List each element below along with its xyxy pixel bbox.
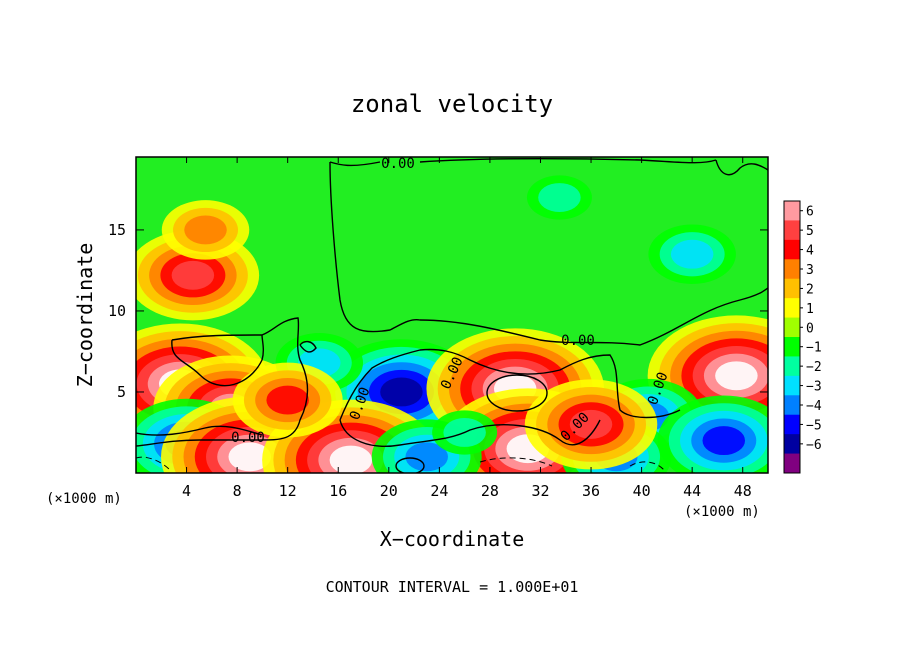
contour-label: 0.00	[561, 333, 595, 349]
colorbar-tick-label: 0	[806, 321, 814, 336]
contour-interval-note: CONTOUR INTERVAL = 1.000E+01	[326, 578, 579, 596]
x-axis-label: X−coordinate	[380, 527, 525, 551]
field-region	[380, 377, 423, 407]
velocity-field	[136, 175, 768, 473]
field-region	[538, 183, 581, 212]
field-region	[171, 260, 215, 290]
x-tick-label: 16	[329, 482, 347, 500]
x-tick-label: 4	[182, 482, 191, 500]
x-axis: 4 8 12 16 20 24 28 32 36 40 44 48	[182, 157, 752, 500]
colorbar-swatch	[784, 298, 800, 319]
x-tick-label: 28	[481, 482, 499, 500]
y-tick-label: 10	[108, 302, 126, 320]
colorbar-tick-label: 1	[806, 302, 814, 317]
x-tick-label: 32	[531, 482, 549, 500]
x-tick-label: 36	[582, 482, 600, 500]
field-region	[670, 239, 714, 269]
colorbar-swatch	[784, 434, 800, 455]
colorbar-swatch	[784, 278, 800, 299]
x-tick-label: 20	[380, 482, 398, 500]
x-tick-label: 44	[683, 482, 701, 500]
x-tick-label: 48	[734, 482, 752, 500]
field-region	[184, 215, 227, 245]
field-region	[329, 445, 373, 473]
y-axis: 5 10 15	[108, 221, 768, 401]
chart-title: zonal velocity	[351, 90, 553, 118]
colorbar-tick-label: 4	[806, 244, 814, 259]
plot-frame	[135, 156, 769, 474]
colorbar-tick-label: 3	[806, 263, 814, 278]
field-region	[715, 361, 758, 391]
field-region	[405, 442, 448, 472]
x-tick-label: 12	[279, 482, 297, 500]
colorbar-tick-label: 5	[806, 224, 814, 239]
colorbar-swatch	[784, 220, 800, 241]
colorbar-swatch	[784, 239, 800, 260]
colorbar-tick-label: 6	[806, 205, 814, 220]
colorbar-swatch	[784, 395, 800, 416]
y-axis-label: Z−coordinate	[73, 243, 97, 388]
colorbar-swatch	[784, 414, 800, 435]
contour-label: 0.00	[381, 156, 415, 172]
field-region	[266, 385, 309, 415]
colorbar-frame	[783, 200, 801, 474]
colorbar-tick-label: −1	[806, 341, 822, 356]
colorbar-tick-label: 2	[806, 282, 814, 297]
x-tick-label: 24	[430, 482, 448, 500]
colorbar-swatch	[784, 317, 800, 338]
colorbar-swatch	[784, 356, 800, 377]
y-tick-label: 15	[108, 221, 126, 239]
x-tick-label: 40	[633, 482, 651, 500]
colorbar-swatch	[784, 259, 800, 280]
field-region	[228, 442, 272, 472]
colorbar-tick-label: −4	[806, 399, 822, 414]
colorbar: 6 5 4 3 2 1 0 −1 −2 −3 −4 −5 −6	[783, 200, 822, 474]
zero-contours	[136, 157, 768, 473]
x-units-left: (×1000 m)	[46, 491, 122, 507]
colorbar-swatch	[784, 201, 800, 221]
field-region	[702, 426, 746, 456]
colorbar-tick-label: −2	[806, 360, 822, 375]
contour-label: 0.00	[231, 430, 265, 446]
x-units-right: (×1000 m)	[684, 504, 760, 520]
plot-area	[136, 157, 768, 473]
field-region	[569, 409, 613, 439]
colorbar-swatch	[784, 453, 800, 474]
y-tick-label: 5	[117, 383, 126, 401]
colorbar-swatch	[784, 337, 800, 357]
colorbar-tick-label: −6	[806, 438, 822, 453]
colorbar-tick-label: −3	[806, 380, 822, 395]
colorbar-tick-label: −5	[806, 418, 822, 433]
colorbar-swatch	[784, 375, 800, 396]
x-tick-label: 8	[233, 482, 242, 500]
negative-contours	[136, 456, 665, 471]
